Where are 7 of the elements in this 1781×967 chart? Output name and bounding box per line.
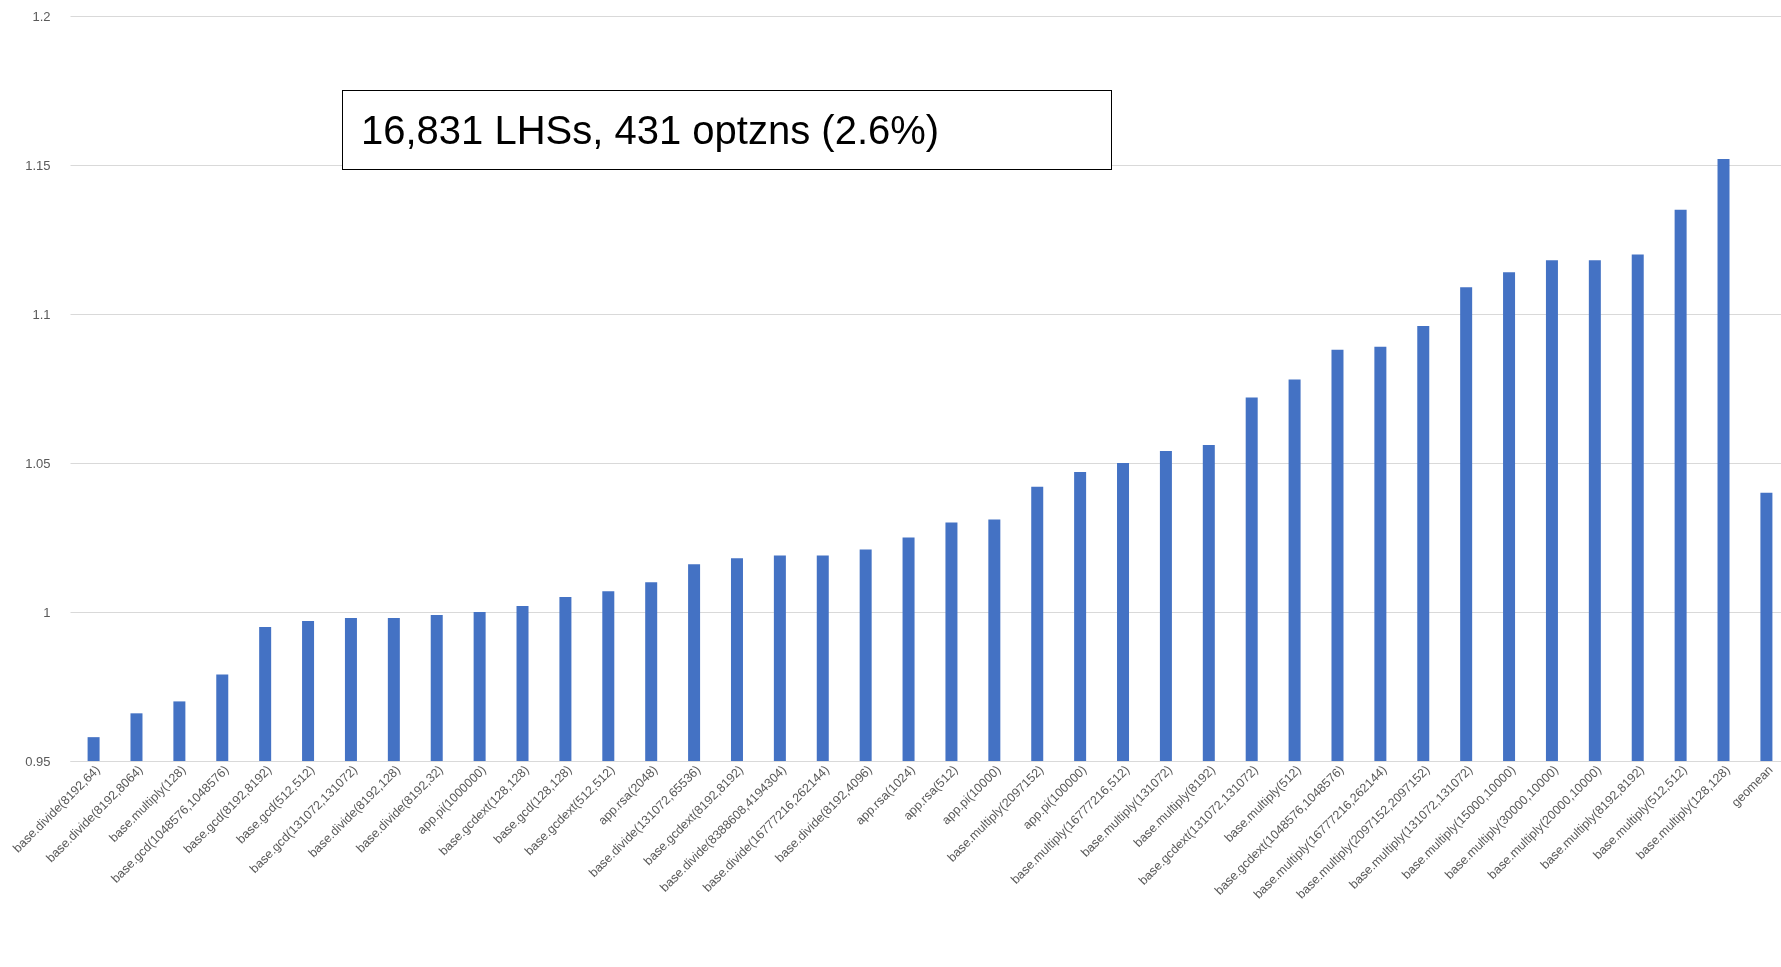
y-tick-label: 1	[43, 604, 51, 620]
y-tick-label: 0.95	[25, 753, 51, 769]
y-tick-label: 1.1	[32, 306, 51, 322]
y-tick-label: 1.05	[25, 455, 51, 471]
y-tick-label: 1.15	[25, 157, 51, 173]
callout-box: 16,831 LHSs, 431 optzns (2.6%)	[342, 90, 1112, 170]
y-tick-label: 1.2	[32, 8, 51, 24]
